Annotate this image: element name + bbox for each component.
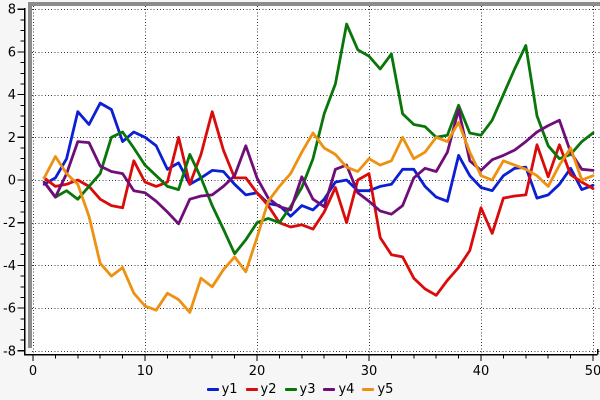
x-tick-label-20: 20 (249, 364, 266, 379)
series-line-y4 (42, 108, 595, 226)
plot-frame-top (28, 2, 600, 6)
y-tick-label--2: -2 (3, 216, 16, 231)
y-tick-label--4: -4 (3, 259, 16, 274)
y-tick-label--6: -6 (3, 302, 16, 317)
legend-item-y2: y2 (245, 381, 277, 397)
x-tick-label-0: 0 (29, 364, 37, 379)
legend-item-y4: y4 (323, 383, 354, 396)
y-tick-label-0: 0 (8, 174, 16, 189)
legend-item-y5: y5 (362, 383, 393, 396)
gridlines (32, 6, 600, 354)
legend-swatch-y1 (206, 387, 219, 391)
legend-label-y2: y2 (260, 381, 277, 397)
y-tick-label-8: 8 (8, 3, 16, 18)
series-line-y5 (42, 121, 595, 314)
plot-frame-left (28, 2, 32, 348)
series-y4 (42, 108, 595, 226)
y-tick-label--8: -8 (3, 344, 16, 359)
legend-label-y3: y3 (299, 381, 316, 397)
x-tick-label-50: 50 (585, 364, 600, 379)
legend-label-y5: y5 (377, 381, 394, 397)
axes (23, 8, 599, 356)
series-line-y1 (42, 101, 595, 218)
legend-item-y3: y3 (284, 381, 316, 397)
legend-label-y4: y4 (338, 381, 355, 397)
axis-lines (23, 8, 599, 356)
x-tick-label-10: 10 (137, 364, 154, 379)
legend: y1 y2 y3 y4 y5 (0, 380, 600, 398)
y-tick-label-2: 2 (8, 131, 16, 146)
tick-labels: -8 -6 -4 -2 0 2 4 6 8 0 10 20 30 40 50 (3, 3, 600, 379)
series-line-y3 (42, 22, 595, 256)
legend-label-y1: y1 (221, 381, 238, 397)
series-y3 (42, 22, 595, 256)
legend-swatch-y5 (362, 387, 375, 391)
legend-swatch-y3 (284, 387, 297, 391)
legend-swatch-y4 (323, 387, 336, 391)
series-y2 (42, 110, 595, 297)
y-tick-label-6: 6 (8, 45, 16, 60)
axis-ticks (17, 8, 594, 361)
series-y1 (42, 101, 595, 218)
legend-item-y1: y1 (206, 381, 238, 397)
series-line-y2 (42, 110, 595, 297)
legend-swatch-y2 (245, 387, 258, 391)
y-tick-label-4: 4 (8, 88, 16, 103)
x-tick-label-40: 40 (473, 364, 490, 379)
series-y5 (42, 121, 595, 314)
x-tick-label-30: 30 (361, 364, 378, 379)
